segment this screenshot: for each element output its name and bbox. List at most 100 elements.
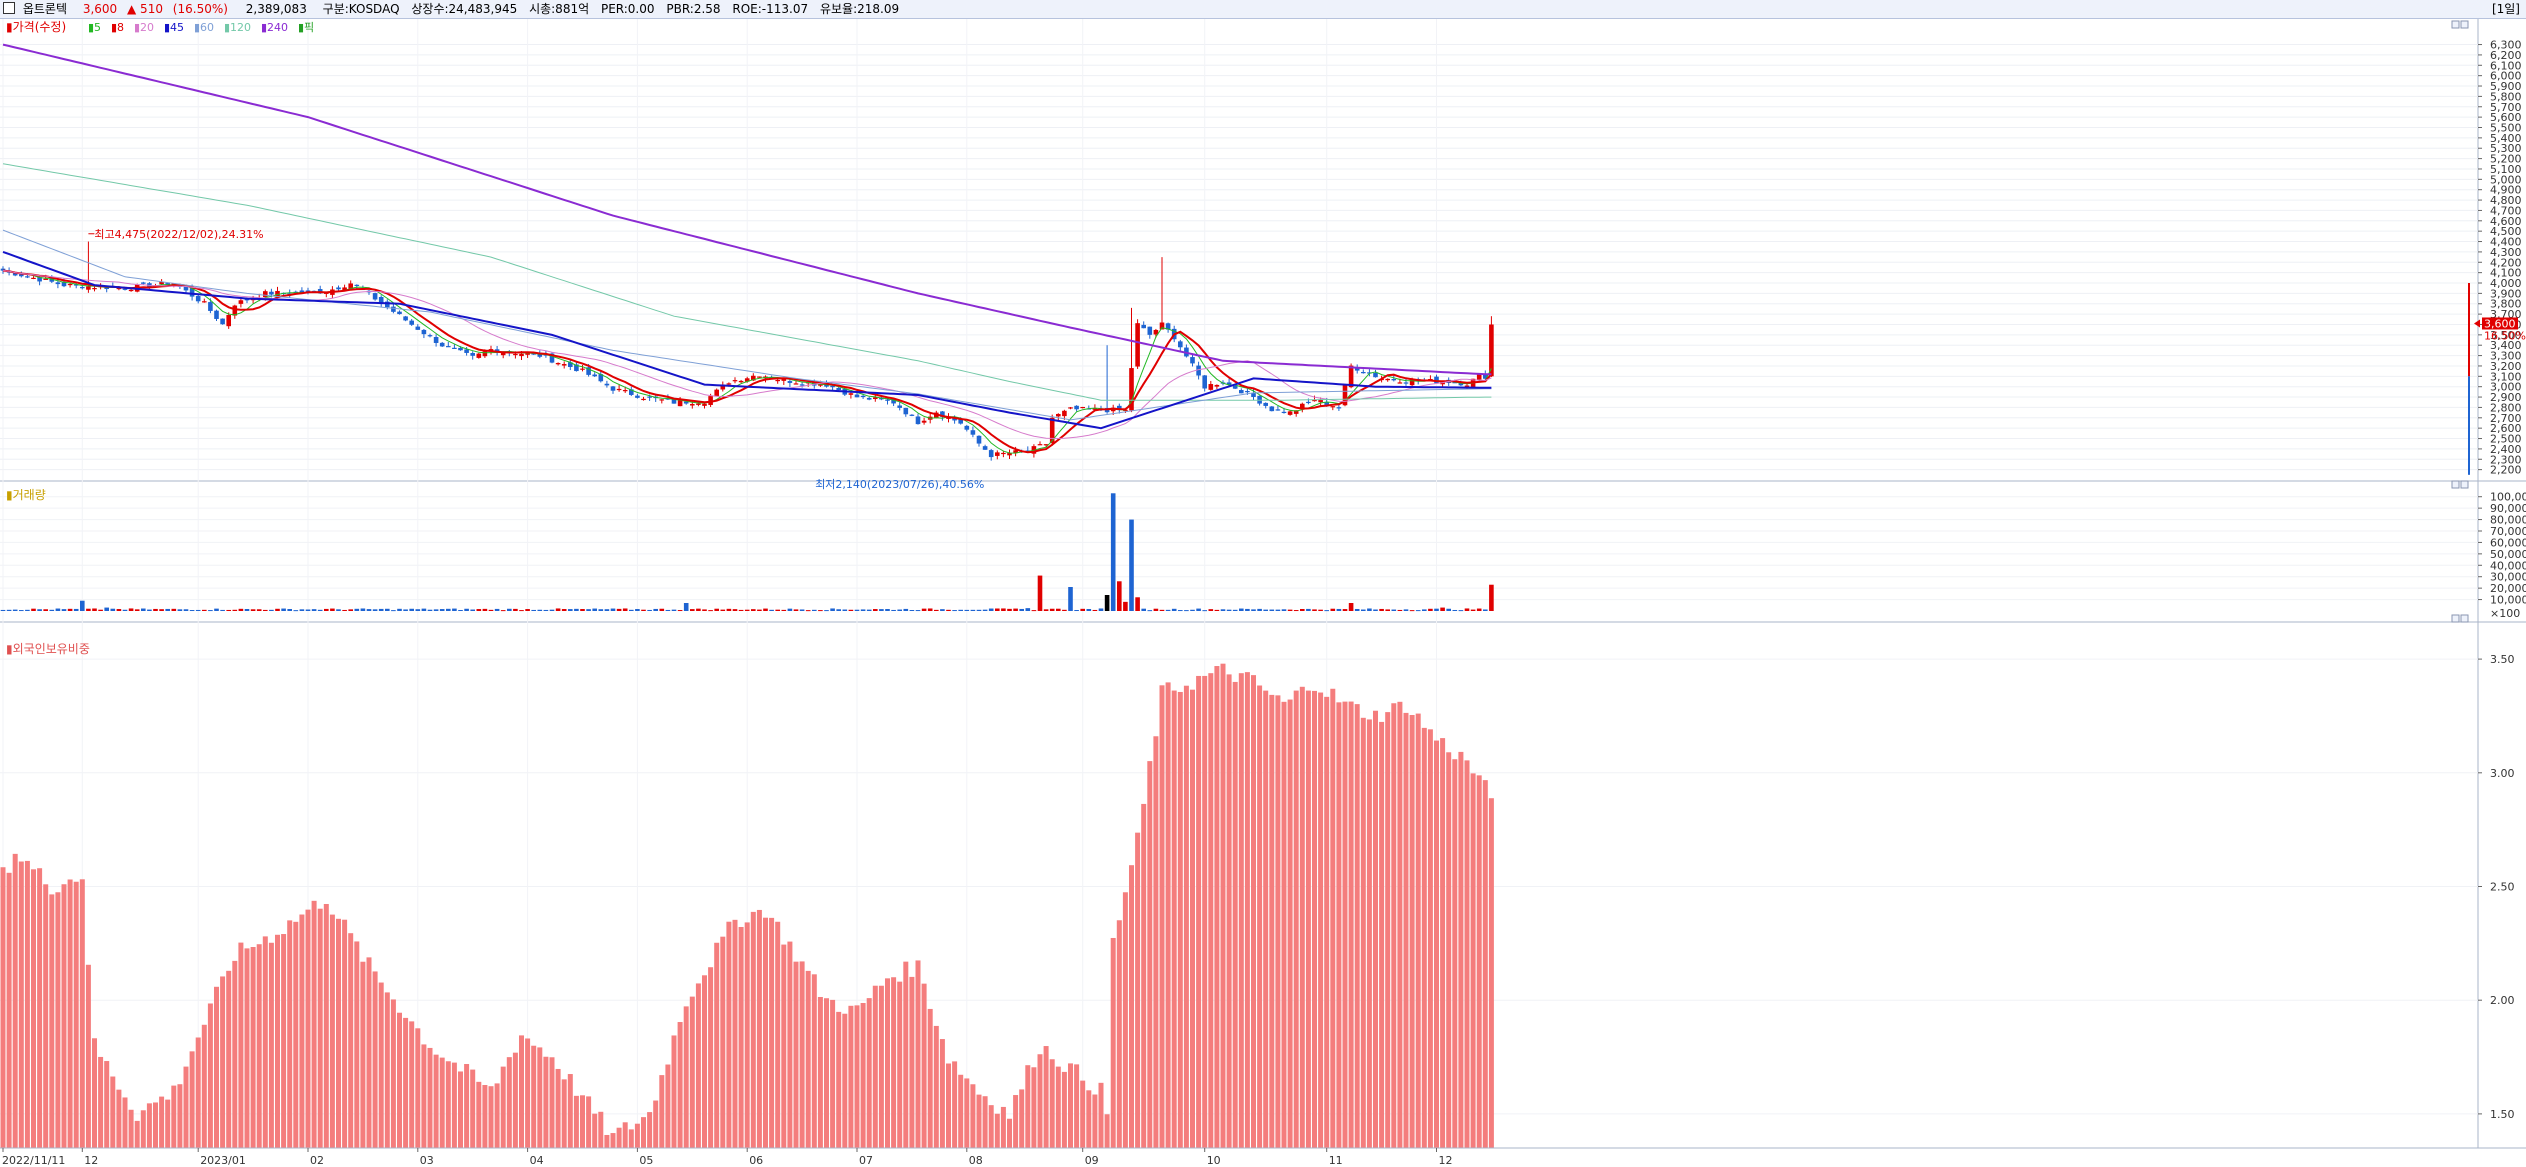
candle-body xyxy=(1013,450,1018,454)
stock-chart-area[interactable]: ▮가격(수정) ▮5 ▮8 ▮20 ▮45 ▮60 ▮120 ▮240 ▮픽 최고4,475(… xyxy=(0,19,2526,1167)
candle-body xyxy=(586,367,591,375)
volume-bar xyxy=(714,608,719,611)
volume-bar xyxy=(1452,609,1458,611)
foreign-ownership-bar xyxy=(1092,1094,1098,1148)
candle-body xyxy=(1434,376,1439,384)
foreign-ownership-bar xyxy=(439,1057,445,1148)
panel-maximize-box[interactable] xyxy=(2460,20,2469,29)
price-tick-label: 4,700 xyxy=(2490,204,2522,217)
x-tick-label: 12 xyxy=(1439,1154,1453,1167)
candle-body xyxy=(836,387,841,391)
price-tick-label: 4,000 xyxy=(2490,277,2522,290)
volume-bar xyxy=(1135,597,1140,611)
volume-bar xyxy=(1208,609,1214,611)
volume-bar xyxy=(1025,608,1031,611)
volume-bar xyxy=(37,609,42,611)
candle-body xyxy=(1354,368,1360,371)
volume-bar xyxy=(866,609,872,611)
volume-bar xyxy=(1232,609,1238,611)
candle-body xyxy=(1324,401,1329,405)
candle-body xyxy=(433,336,439,343)
foreign-ownership-bar xyxy=(31,869,36,1148)
foreign-ownership-bar xyxy=(1141,803,1147,1148)
foreign-ownership-bar xyxy=(1427,729,1433,1148)
candle-body xyxy=(1007,453,1012,456)
candle-body xyxy=(348,283,353,289)
foreign-ownership-bar xyxy=(207,1003,213,1148)
panel-maximize-box[interactable] xyxy=(2460,614,2469,623)
foreign-ownership-bar xyxy=(1281,701,1287,1148)
volume-bar xyxy=(519,610,524,612)
foreign-ownership-bar xyxy=(336,918,341,1148)
volume-bar xyxy=(793,609,799,611)
market-label: 구분:KOSDAQ xyxy=(322,2,400,16)
panel-minimize-box[interactable] xyxy=(2451,480,2460,489)
volume-bar xyxy=(1074,610,1079,612)
foreign-ownership-bar xyxy=(1452,759,1458,1148)
volume-bar xyxy=(1293,610,1299,612)
candle-body xyxy=(793,383,799,385)
price-tick-label: 3,800 xyxy=(2490,298,2522,311)
volume-bar xyxy=(1129,519,1134,611)
period-selector[interactable]: [1일] xyxy=(2491,2,2520,16)
volume-bar xyxy=(635,609,640,611)
foreign-ownership-bar xyxy=(165,1099,171,1148)
candle-body xyxy=(171,283,177,285)
foreign-ownership-bar xyxy=(226,970,232,1148)
foreign-ownership-bar xyxy=(756,909,762,1148)
foreign-ownership-bar xyxy=(586,1096,592,1148)
candle-body xyxy=(1373,372,1378,378)
x-tick-label: 04 xyxy=(530,1154,544,1167)
candle-body xyxy=(751,375,756,381)
foreign-ownership-bar xyxy=(1470,773,1476,1148)
foreign-ownership-bar xyxy=(1440,738,1446,1148)
volume-bar xyxy=(287,609,292,611)
volume-bar xyxy=(275,608,280,611)
volume-bar xyxy=(549,609,555,611)
candle-body xyxy=(305,290,311,292)
panel-maximize-box[interactable] xyxy=(2460,480,2469,489)
foreign-ownership-bar xyxy=(647,1112,653,1148)
candle-body xyxy=(1275,409,1281,411)
foreign-ownership-bar xyxy=(281,934,287,1148)
select-checkbox[interactable] xyxy=(3,2,15,14)
volume-bar xyxy=(0,609,6,611)
candle-body xyxy=(738,380,744,383)
axis-layer: 2,2002,3002,4002,5002,6002,7002,8002,900… xyxy=(0,39,2526,1167)
ma-legend-item-60: ▮60 xyxy=(194,21,214,34)
panel-minimize-box[interactable] xyxy=(2451,614,2460,623)
candle-body xyxy=(860,395,866,398)
volume-bar xyxy=(403,609,408,611)
price-tick-label: 5,900 xyxy=(2490,80,2522,93)
price-tick-label: 2,800 xyxy=(2490,401,2522,414)
foreign-ownership-bar xyxy=(610,1133,616,1148)
foreign-ownership-bar xyxy=(1037,1054,1043,1148)
candle-body xyxy=(159,281,164,285)
volume-bar xyxy=(1007,608,1012,611)
candle-body xyxy=(1269,406,1275,412)
volume-bar xyxy=(873,609,878,611)
candle-body xyxy=(25,276,30,278)
volume-bar xyxy=(946,609,951,611)
candle-body xyxy=(622,390,628,392)
candle-body xyxy=(921,420,927,423)
volume-bar xyxy=(1220,609,1226,611)
volume-bar xyxy=(470,609,475,611)
volume-bar xyxy=(1037,575,1043,611)
volume-bar xyxy=(1184,610,1189,612)
foreign-ownership-bar xyxy=(1238,673,1244,1148)
volume-bar xyxy=(915,610,921,612)
candle-body xyxy=(1147,326,1153,335)
volume-bar xyxy=(830,608,835,611)
volume-bar xyxy=(1147,610,1153,612)
foreign-tick-label: 3.00 xyxy=(2490,767,2515,780)
volume-bar xyxy=(1342,609,1348,611)
volume-bar xyxy=(1312,609,1317,611)
volume-bar xyxy=(1354,608,1360,611)
panel-minimize-box[interactable] xyxy=(2451,20,2460,29)
candle-body xyxy=(677,400,683,407)
foreign-ownership-bar xyxy=(769,917,775,1148)
trade-volume: 2,389,083 xyxy=(245,2,307,16)
candle-body xyxy=(122,288,128,290)
foreign-ownership-bar xyxy=(348,933,354,1148)
